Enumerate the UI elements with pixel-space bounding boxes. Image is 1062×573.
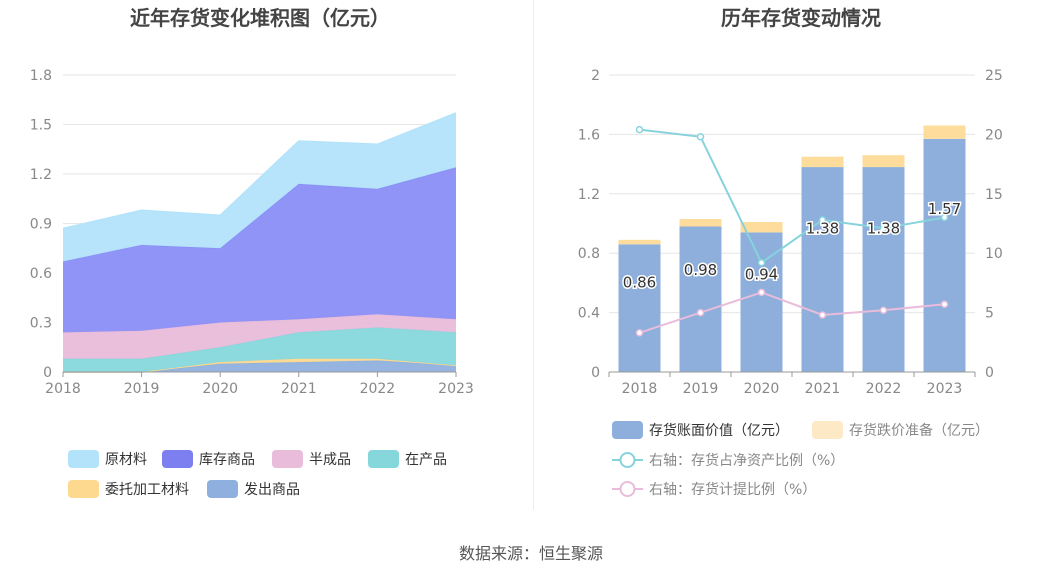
bar-book-value xyxy=(923,138,966,372)
line-point xyxy=(879,224,888,233)
left-chart-title: 近年存货变化堆积图（亿元） xyxy=(130,6,390,30)
x-tick-label: 2018 xyxy=(45,381,81,397)
y-tick-label: 0.9 xyxy=(30,217,52,233)
legend-label: 发出商品 xyxy=(244,482,300,498)
line-point xyxy=(635,329,644,337)
x-tick-label: 2021 xyxy=(805,381,841,397)
x-tick-label: 2019 xyxy=(124,381,160,397)
y-tick-label: 0.8 xyxy=(578,246,600,262)
y-tick-label: 0.3 xyxy=(30,316,52,332)
x-tick-label: 2023 xyxy=(438,381,474,397)
x-tick-label: 2022 xyxy=(360,381,396,397)
area-委托加工材料 xyxy=(63,358,456,372)
bar-data-label: 0.94 xyxy=(745,265,778,283)
y-tick-label: 0.4 xyxy=(578,306,600,322)
y-tick-label: 2 xyxy=(591,68,600,84)
line-point xyxy=(818,216,827,224)
area-原材料 xyxy=(63,112,456,262)
bar-book-value xyxy=(801,167,844,372)
line-point xyxy=(940,300,949,309)
y-tick-label: 0 xyxy=(43,365,52,381)
legend-label: 存货账面价值（亿元） xyxy=(649,422,789,439)
bar-book-value xyxy=(679,226,722,372)
legend-swatch xyxy=(162,450,193,468)
area-半成品 xyxy=(63,314,456,359)
y2-tick-label: 20 xyxy=(985,127,1003,143)
line-point xyxy=(696,133,705,141)
x-tick-label: 2023 xyxy=(927,381,963,397)
legend-swatch xyxy=(272,450,303,468)
line-point xyxy=(757,288,766,297)
legend-marker xyxy=(619,452,636,468)
line-右轴：存货计提比例（%） xyxy=(639,291,945,334)
line-point xyxy=(635,125,644,134)
x-tick-label: 2020 xyxy=(744,381,780,397)
legend-swatch xyxy=(68,450,99,468)
legend-swatch xyxy=(207,480,238,498)
legend-label: 半成品 xyxy=(309,452,351,468)
legend-swatch xyxy=(368,450,399,468)
x-tick-label: 2018 xyxy=(622,381,658,397)
legend-label: 库存商品 xyxy=(199,452,255,468)
bar-data-label: 0.86 xyxy=(623,274,656,292)
bar-data-label: 1.57 xyxy=(928,200,961,218)
legend-label: 在产品 xyxy=(405,452,447,468)
legend-label: 委托加工材料 xyxy=(105,482,189,498)
bar-impairment-reserve xyxy=(618,239,661,245)
bar-book-value xyxy=(862,167,905,372)
legend-label: 原材料 xyxy=(105,452,147,468)
bar-impairment-reserve xyxy=(740,222,783,233)
y2-tick-label: 0 xyxy=(985,365,994,381)
legend-label: 右轴：存货占净资产比例（%） xyxy=(649,452,844,469)
y-tick-label: 1.5 xyxy=(30,118,52,134)
y2-tick-label: 10 xyxy=(985,246,1003,262)
y-tick-label: 1.2 xyxy=(578,187,600,203)
bar-impairment-reserve xyxy=(679,219,722,227)
legend-marker xyxy=(619,481,636,497)
y-tick-label: 0.6 xyxy=(30,266,52,282)
line-point xyxy=(879,306,888,314)
area-在产品 xyxy=(63,327,456,372)
bar-book-value xyxy=(740,232,783,372)
y-tick-label: 1.6 xyxy=(578,127,600,143)
line-point xyxy=(818,311,827,319)
bar-data-label: 1.38 xyxy=(867,220,900,238)
data-source-note: 数据来源：恒生聚源 xyxy=(458,544,603,563)
area-库存商品 xyxy=(63,167,456,333)
x-tick-label: 2021 xyxy=(281,381,317,397)
y2-tick-label: 5 xyxy=(985,306,994,322)
area-edge-原材料 xyxy=(62,112,457,230)
y2-tick-label: 25 xyxy=(985,68,1003,84)
line-右轴：存货占净资产比例（%） xyxy=(639,128,945,265)
x-tick-label: 2019 xyxy=(683,381,719,397)
area-发出商品 xyxy=(63,360,456,372)
x-tick-label: 2020 xyxy=(202,381,238,397)
legend-swatch xyxy=(812,421,843,439)
legend-swatch xyxy=(612,421,643,439)
bar-impairment-reserve xyxy=(923,125,966,139)
y-tick-label: 0 xyxy=(591,365,600,381)
bar-impairment-reserve xyxy=(801,156,844,168)
line-point xyxy=(757,258,766,267)
stacked-area-chart: 0 0.3 0.6 0.9 1.2 1.5 1.8 2018 2019 2020 2021 2022 2… xyxy=(30,68,474,498)
bar-impairment-reserve xyxy=(862,155,905,168)
line-point xyxy=(940,213,949,222)
chart-divider xyxy=(533,0,534,510)
line-point xyxy=(696,308,705,317)
legend-label: 存货跌价准备（亿元） xyxy=(849,422,989,439)
x-tick-label: 2022 xyxy=(866,381,902,397)
y2-tick-label: 15 xyxy=(985,187,1003,203)
y-tick-label: 1.2 xyxy=(30,167,52,183)
right-chart-title: 历年存货变动情况 xyxy=(721,6,881,30)
bar-data-label: 0.98 xyxy=(684,261,717,279)
bar-book-value xyxy=(618,244,661,372)
legend-label: 右轴：存货计提比例（%） xyxy=(649,481,816,498)
legend-swatch xyxy=(68,480,99,498)
bar-data-label: 1.38 xyxy=(806,220,839,238)
y-tick-label: 1.8 xyxy=(30,68,52,84)
